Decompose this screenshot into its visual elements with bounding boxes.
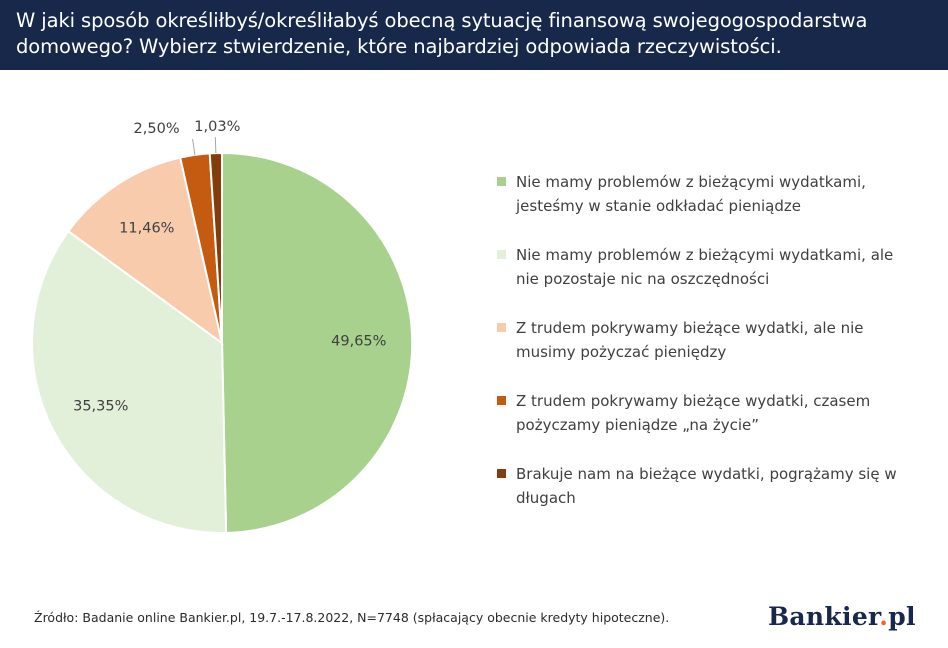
slice-value-label: 35,35% <box>73 398 128 414</box>
chart-header: W jaki sposób określiłbyś/określiłabyś o… <box>0 0 948 70</box>
pie-slice <box>31 229 228 534</box>
legend-label: Z trudem pokrywamy bieżące wydatki, ale … <box>516 319 864 361</box>
pie-slice <box>66 156 224 346</box>
slice-value-label: 49,65% <box>331 334 386 350</box>
slice-value-label: 11,46% <box>119 221 174 237</box>
pie-slice <box>221 151 414 534</box>
chart-title: W jaki sposób określiłbyś/określiłabyś o… <box>16 9 868 58</box>
legend-swatch <box>497 177 506 186</box>
pie-chart: 49,65% 35,35% 11,46% 2,50% 1,03% <box>31 119 414 534</box>
leader-line <box>192 139 196 156</box>
legend-swatch <box>497 396 506 405</box>
leader-lines <box>192 137 217 156</box>
slice-value-label: 2,50% <box>134 121 180 137</box>
slice-labels: 49,65% 35,35% 11,46% 2,50% 1,03% <box>73 119 386 414</box>
legend-label: Nie mamy problemów z bieżącymi wydatkami… <box>516 173 866 215</box>
bankier-logo: Bankier.pl <box>768 602 916 631</box>
legend-label: Brakuje nam na bieżące wydatki, pogrążam… <box>516 465 897 507</box>
pie-slice <box>208 151 223 344</box>
slice-value-label: 1,03% <box>194 119 240 135</box>
pie-slices <box>31 151 414 534</box>
legend-swatch <box>497 469 506 478</box>
legend-label: Z trudem pokrywamy bieżące wydatki, czas… <box>516 392 871 434</box>
source-note: Źródło: Badanie online Bankier.pl, 19.7.… <box>34 610 670 625</box>
legend-label: Nie mamy problemów z bieżącymi wydatkami… <box>516 246 894 288</box>
leader-line <box>214 137 217 154</box>
legend-swatch <box>497 250 506 259</box>
legend-swatch <box>497 323 506 332</box>
